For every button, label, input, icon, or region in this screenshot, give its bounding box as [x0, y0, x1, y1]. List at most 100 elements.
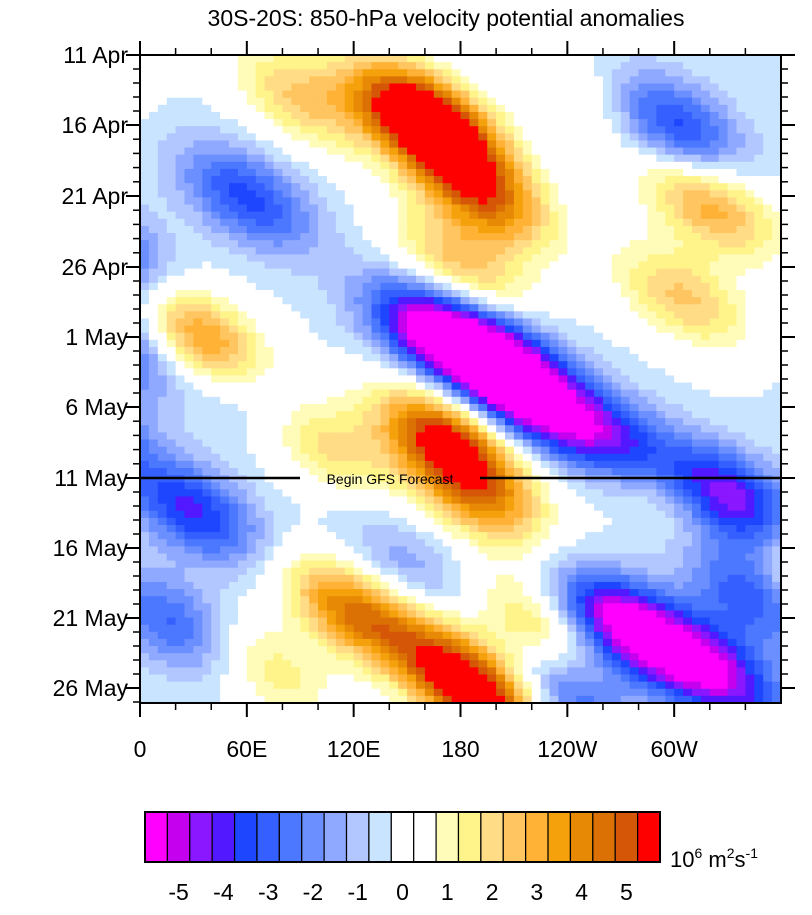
heatmap-cell	[140, 147, 150, 156]
heatmap-cell	[166, 240, 177, 248]
heatmap-cell	[371, 446, 381, 455]
heatmap-cell	[478, 111, 488, 120]
heatmap-cell	[246, 168, 257, 177]
heatmap-cell	[318, 496, 328, 505]
heatmap-cell	[594, 126, 604, 134]
heatmap-cell	[772, 496, 781, 505]
heatmap-cell	[291, 510, 301, 519]
heatmap-cell	[148, 83, 159, 92]
heatmap-cell	[469, 517, 479, 526]
heatmap-cell	[594, 268, 604, 277]
heatmap-cell	[709, 524, 720, 533]
heatmap-cell	[229, 147, 239, 156]
heatmap-cell	[282, 69, 292, 77]
heatmap-cell	[255, 104, 266, 113]
heatmap-cell	[371, 297, 381, 305]
heatmap-cell	[478, 183, 488, 191]
heatmap-cell	[754, 311, 764, 320]
heatmap-cell	[558, 104, 568, 113]
heatmap-cell	[763, 489, 773, 498]
heatmap-cell	[700, 55, 711, 63]
heatmap-cell	[549, 161, 560, 170]
heatmap-cell	[763, 482, 773, 490]
heatmap-cell	[620, 325, 631, 334]
heatmap-cell	[567, 104, 577, 113]
heatmap-cell	[656, 411, 666, 419]
heatmap-cell	[469, 346, 479, 355]
heatmap-cell	[691, 233, 702, 241]
heatmap-cell	[585, 418, 595, 426]
heatmap-cell	[184, 254, 195, 263]
heatmap-cell	[353, 119, 364, 127]
heatmap-cell	[647, 104, 657, 113]
heatmap-cell	[424, 304, 435, 312]
heatmap-cell	[282, 268, 292, 277]
heatmap-cell	[380, 439, 390, 448]
heatmap-cell	[442, 524, 453, 533]
heatmap-cell	[202, 83, 212, 92]
heatmap-cell	[362, 83, 373, 92]
heatmap-cell	[273, 468, 284, 476]
heatmap-cell	[229, 161, 239, 170]
heatmap-cell	[531, 90, 542, 99]
heatmap-cell	[211, 318, 221, 327]
heatmap-cell	[140, 161, 150, 170]
heatmap-cell	[291, 104, 301, 113]
heatmap-cell	[380, 126, 390, 134]
heatmap-cell	[309, 524, 319, 533]
heatmap-cell	[549, 111, 560, 120]
heatmap-cell	[166, 411, 177, 419]
heatmap-cell	[326, 382, 337, 391]
heatmap-cell	[424, 489, 435, 498]
heatmap-cell	[300, 197, 310, 206]
heatmap-cell	[246, 304, 257, 312]
heatmap-cell	[700, 432, 711, 441]
heatmap-cell	[496, 510, 506, 519]
heatmap-cell	[594, 325, 604, 334]
heatmap-cell	[326, 104, 337, 113]
heatmap-cell	[611, 403, 622, 412]
heatmap-cell	[291, 119, 301, 127]
heatmap-cell	[700, 539, 711, 547]
heatmap-cell	[558, 133, 568, 142]
heatmap-cell	[513, 346, 524, 355]
heatmap-cell	[362, 140, 373, 149]
heatmap-cell	[736, 282, 746, 291]
heatmap-cell	[211, 339, 221, 348]
heatmap-cell	[140, 111, 150, 120]
heatmap-cell	[220, 411, 230, 419]
heatmap-cell	[148, 111, 159, 120]
heatmap-cell	[229, 432, 239, 441]
heatmap-cell	[611, 382, 622, 391]
heatmap-cell	[246, 524, 257, 533]
heatmap-cell	[567, 503, 577, 512]
heatmap-cell	[576, 190, 586, 199]
heatmap-cell	[505, 204, 515, 213]
heatmap-cell	[166, 126, 177, 134]
heatmap-cell	[175, 140, 186, 149]
heatmap-cell	[309, 168, 319, 177]
heatmap-cell	[700, 126, 711, 134]
heatmap-cell	[718, 382, 729, 391]
heatmap-cell	[531, 161, 542, 170]
heatmap-cell	[344, 97, 355, 106]
heatmap-cell	[531, 97, 542, 106]
heatmap-cell	[442, 510, 453, 519]
heatmap-cell	[736, 126, 746, 134]
heatmap-cell	[148, 55, 159, 63]
heatmap-cell	[674, 154, 684, 163]
heatmap-cell	[540, 62, 551, 70]
heatmap-cell	[175, 318, 186, 327]
heatmap-cell	[148, 325, 159, 334]
heatmap-cell	[344, 546, 355, 555]
heatmap-cell	[496, 482, 506, 490]
heatmap-cell	[335, 368, 346, 377]
heatmap-cell	[291, 254, 301, 263]
heatmap-cell	[424, 354, 435, 362]
heatmap-cell	[353, 282, 364, 291]
heatmap-cell	[264, 496, 275, 505]
heatmap-cell	[442, 140, 453, 149]
heatmap-cell	[415, 311, 426, 320]
heatmap-cell	[193, 161, 203, 170]
heatmap-cell	[513, 468, 524, 476]
